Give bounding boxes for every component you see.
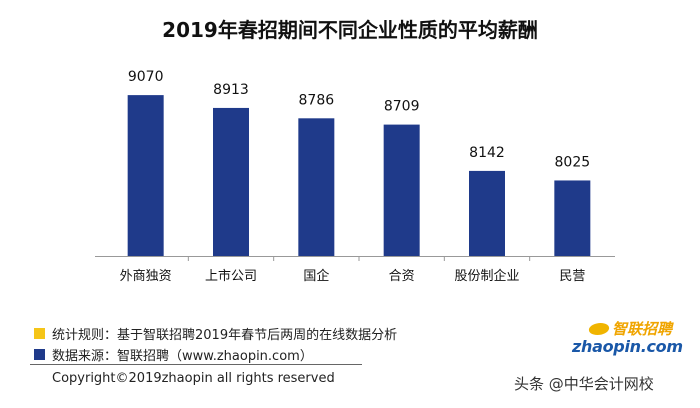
- bar-1: [213, 107, 249, 257]
- x-tick-label-1: 上市公司: [205, 268, 257, 284]
- zhaopin-logo-mark-icon: [587, 322, 611, 335]
- bar-2: [298, 118, 335, 256]
- stat-rule-note: 统计规则：基于智联招聘2019年春节后两周的在线数据分析: [34, 324, 398, 343]
- data-label-2: 8786: [299, 92, 335, 108]
- data-label-4: 8142: [469, 145, 505, 161]
- footer-divider: [30, 364, 362, 365]
- data-label-3: 8709: [384, 99, 420, 115]
- data-source-note: 数据来源：智联招聘（www.zhaopin.com）: [34, 345, 313, 364]
- x-tick-label-4: 股份制企业: [454, 268, 519, 284]
- x-tick-label-3: 合资: [389, 269, 415, 284]
- x-tick-label-0: 外商独资: [120, 269, 172, 284]
- logo-en-text: zhaopin.com: [572, 337, 683, 356]
- data-label-5: 8025: [555, 154, 591, 170]
- stat-rule-text: 统计规则：基于智联招聘2019年春节后两周的在线数据分析: [52, 327, 398, 343]
- chart-title: 2019年春招期间不同企业性质的平均薪酬: [162, 18, 538, 42]
- data-source-square-icon: [34, 348, 45, 360]
- bar-chart: 9070 外商独资 8913 上市公司 8786 国企 8709 合资 8142 股份制企业 802…: [95, 69, 615, 284]
- stat-rule-square-icon: [34, 327, 45, 339]
- data-source-text: 数据来源：智联招聘（www.zhaopin.com）: [52, 348, 313, 364]
- copyright-text: Copyright©2019zhaopin all rights reserve…: [52, 371, 335, 386]
- data-label-1: 8913: [213, 82, 249, 98]
- bar-5: [554, 180, 591, 256]
- zhaopin-logo: 智联招聘 zhaopin.com: [572, 318, 683, 356]
- bar-4: [469, 170, 505, 256]
- bar-0: [127, 95, 164, 256]
- data-label-0: 9070: [128, 69, 164, 85]
- x-tick-label-5: 民营: [559, 269, 585, 284]
- watermark: 头条 @中华会计网校: [514, 375, 654, 393]
- x-tick-label-2: 国企: [303, 268, 329, 284]
- bar-3: [383, 124, 420, 257]
- logo-cn-text: 智联招聘: [611, 320, 672, 338]
